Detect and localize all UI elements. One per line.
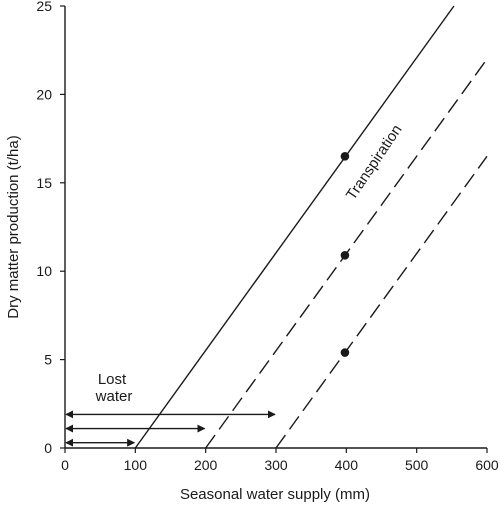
transpiration-label: Transpiration [343, 122, 406, 204]
series-marker-1 [340, 151, 350, 161]
y-tick-label-15: 15 [36, 175, 52, 191]
y-tick-label-25: 25 [36, 0, 52, 14]
series-lines [134, 5, 488, 449]
series-line-3 [275, 155, 488, 449]
x-tick-label-500: 500 [405, 457, 429, 473]
x-tick-label-100: 100 [124, 457, 148, 473]
series-marker-3 [340, 348, 350, 357]
x-axis-title: Seasonal water supply (mm) [180, 486, 370, 503]
x-tick-label-400: 400 [335, 457, 359, 473]
series-line-1 [134, 5, 455, 449]
axes: 0 100 200 300 400 500 600 0 5 10 15 20 25 [36, 0, 498, 473]
series-marker-2 [340, 250, 350, 260]
y-tick-label-5: 5 [44, 352, 52, 368]
lost-water-label-line1: Lost [98, 371, 127, 388]
y-axis-title: Dry matter production (t/ha) [5, 135, 22, 318]
x-tick-label-0: 0 [61, 457, 69, 473]
y-tick-label-20: 20 [36, 86, 52, 102]
y-tick-label-10: 10 [36, 263, 52, 279]
lost-water-arrows [65, 410, 276, 447]
x-tick-label-600: 600 [475, 457, 499, 473]
x-tick-label-200: 200 [194, 457, 218, 473]
y-tick-label-0: 0 [44, 440, 52, 456]
lost-water-label-line2: water [95, 388, 133, 405]
x-tick-label-300: 300 [264, 457, 288, 473]
